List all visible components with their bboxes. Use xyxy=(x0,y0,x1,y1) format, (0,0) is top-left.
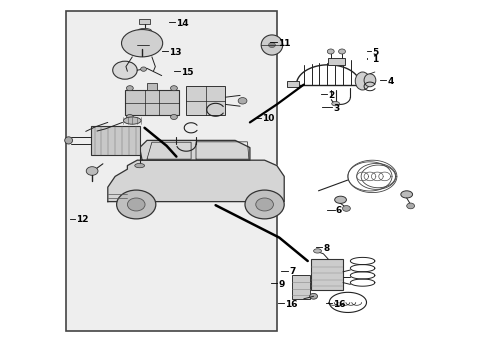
Polygon shape xyxy=(140,140,250,160)
Text: 7: 7 xyxy=(289,267,295,276)
Ellipse shape xyxy=(86,167,98,175)
Bar xyxy=(147,83,157,90)
Text: 16: 16 xyxy=(333,300,346,309)
Bar xyxy=(328,58,345,65)
Text: 3: 3 xyxy=(333,104,340,113)
Ellipse shape xyxy=(332,102,340,106)
Bar xyxy=(287,81,299,87)
Ellipse shape xyxy=(327,49,334,54)
Bar xyxy=(186,86,225,115)
Text: 2: 2 xyxy=(328,91,335,100)
Bar xyxy=(91,126,140,155)
Text: 8: 8 xyxy=(323,244,330,253)
Ellipse shape xyxy=(171,114,177,120)
Ellipse shape xyxy=(122,30,163,57)
Ellipse shape xyxy=(117,190,156,219)
Ellipse shape xyxy=(310,293,318,299)
Ellipse shape xyxy=(126,86,133,91)
Ellipse shape xyxy=(339,49,345,54)
Ellipse shape xyxy=(407,203,415,209)
Ellipse shape xyxy=(401,191,413,198)
Ellipse shape xyxy=(335,196,346,203)
Ellipse shape xyxy=(256,198,273,211)
Text: 12: 12 xyxy=(76,215,89,224)
Ellipse shape xyxy=(123,117,141,124)
Bar xyxy=(292,275,310,299)
Text: 1: 1 xyxy=(372,55,379,64)
Ellipse shape xyxy=(269,42,275,48)
Text: 16: 16 xyxy=(285,300,298,309)
Ellipse shape xyxy=(138,28,151,33)
Text: 6: 6 xyxy=(336,206,342,215)
Bar xyxy=(139,19,150,24)
Bar xyxy=(311,259,343,290)
Ellipse shape xyxy=(314,249,321,253)
Ellipse shape xyxy=(245,190,284,219)
Ellipse shape xyxy=(65,137,73,144)
Bar xyxy=(125,90,179,115)
Ellipse shape xyxy=(126,114,133,120)
Polygon shape xyxy=(108,160,284,202)
Text: 5: 5 xyxy=(372,48,379,57)
Ellipse shape xyxy=(135,163,145,168)
Ellipse shape xyxy=(238,98,247,104)
Ellipse shape xyxy=(364,74,376,87)
Bar xyxy=(66,11,277,331)
Text: 9: 9 xyxy=(278,280,285,289)
Ellipse shape xyxy=(355,72,370,90)
Ellipse shape xyxy=(343,206,350,211)
Text: 15: 15 xyxy=(181,68,194,77)
Text: 13: 13 xyxy=(169,48,182,57)
Text: 11: 11 xyxy=(278,39,291,48)
Text: 10: 10 xyxy=(262,114,274,123)
Ellipse shape xyxy=(261,35,283,55)
Text: 4: 4 xyxy=(387,77,393,86)
Ellipse shape xyxy=(113,61,137,79)
Ellipse shape xyxy=(127,198,145,211)
Ellipse shape xyxy=(141,67,147,71)
Text: 14: 14 xyxy=(176,19,189,28)
Ellipse shape xyxy=(171,86,177,91)
